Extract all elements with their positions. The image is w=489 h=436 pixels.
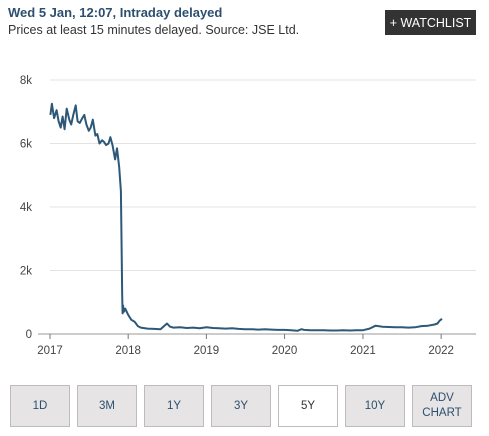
range-label: 3Y: [233, 399, 249, 412]
y-tick-label: 4k: [20, 202, 32, 214]
y-axis-labels: 0 2k 4k 6k 8k: [20, 75, 32, 341]
y-tick-label: 8k: [20, 75, 32, 87]
range-button-1y[interactable]: 1Y: [144, 385, 204, 427]
range-label: 10Y: [364, 399, 386, 412]
range-label: 1Y: [166, 399, 182, 412]
status-subtitle: Prices at least 15 minutes delayed. Sour…: [8, 23, 300, 37]
status-title: Wed 5 Jan, 12:07, Intraday delayed: [8, 5, 223, 20]
range-button-3y[interactable]: 3Y: [211, 385, 271, 427]
x-tick-label: 2021: [350, 345, 376, 357]
adv-chart-button[interactable]: ADV CHART: [412, 385, 472, 427]
x-tick-label: 2022: [428, 345, 454, 357]
x-tick-label: 2019: [194, 345, 220, 357]
x-tick-label: 2017: [37, 345, 63, 357]
chart-gridlines: [50, 79, 476, 271]
y-tick-label: 2k: [20, 266, 32, 278]
range-button-3m[interactable]: 3M: [77, 385, 137, 427]
time-range-selector: 1D 3M 1Y 3Y 5Y 10Y ADV CHART: [10, 385, 475, 427]
x-axis: 2017 2018 2019 2020 2021 2022: [37, 333, 476, 357]
add-to-watchlist-button[interactable]: + WATCHLIST: [385, 10, 476, 35]
range-label: 3M: [99, 399, 115, 412]
range-label: 5Y: [300, 399, 316, 412]
y-tick-label: 0: [26, 329, 32, 341]
range-button-10y[interactable]: 10Y: [345, 385, 405, 427]
range-button-5y[interactable]: 5Y: [278, 385, 338, 427]
range-button-1d[interactable]: 1D: [10, 385, 70, 427]
y-tick-label: 6k: [20, 139, 32, 151]
range-label: 1D: [32, 399, 48, 412]
x-tick-label: 2020: [272, 345, 298, 357]
price-line: [49, 102, 443, 332]
x-tick-label: 2018: [115, 345, 141, 357]
price-chart: 0 2k 4k 6k 8k 2017 2018 2019 2020 2021 2022: [20, 75, 476, 357]
adv-chart-label-line1: ADV: [430, 392, 454, 404]
adv-chart-label-line2: CHART: [422, 407, 462, 419]
